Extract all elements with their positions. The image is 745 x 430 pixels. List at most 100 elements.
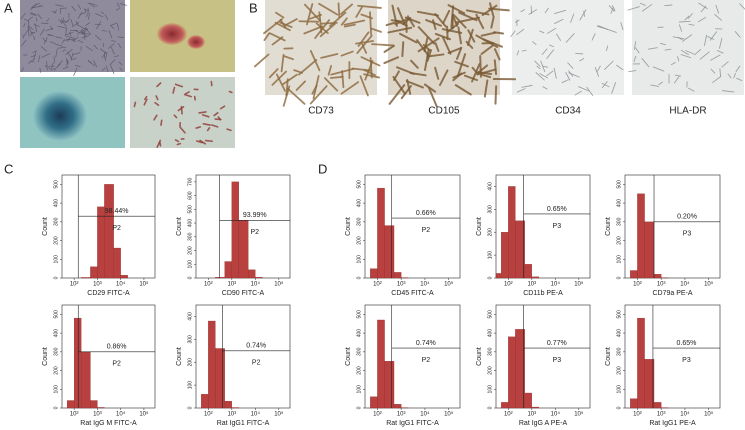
cell: [40, 45, 48, 52]
cell: [556, 33, 561, 41]
y-tick-label: 200: [487, 228, 493, 237]
gate-name: P3: [682, 357, 691, 364]
cell: [608, 5, 615, 12]
histogram-bar: [377, 187, 385, 279]
cell: [57, 46, 67, 49]
x-axis-label: CD79a PE-A: [652, 290, 692, 297]
cell: [45, 37, 48, 43]
cell: [202, 123, 211, 126]
cell: [28, 26, 34, 31]
cell: [21, 67, 24, 73]
cell: [55, 4, 64, 7]
cell: [176, 142, 182, 146]
cell: [118, 61, 123, 66]
y-axis-label: Count: [476, 347, 483, 366]
x-tick-label: 10⁴: [551, 411, 561, 418]
cell: [721, 90, 735, 93]
cell: [579, 58, 585, 62]
cell: [36, 17, 38, 22]
cell: [102, 29, 107, 32]
cell: [678, 20, 691, 23]
plot-frame: [61, 304, 156, 409]
histogram-bar: [215, 277, 225, 279]
cell: [62, 17, 65, 22]
y-tick-label: 400: [487, 329, 493, 338]
cell: [616, 64, 624, 71]
cell: [369, 57, 373, 79]
cell: [77, 12, 83, 19]
cell: [446, 22, 460, 34]
histogram-bar: [501, 402, 509, 409]
cell: [304, 3, 321, 22]
cell: [55, 36, 63, 39]
cell: [59, 7, 67, 9]
cell: [73, 67, 78, 77]
cell: [318, 2, 339, 16]
cell: [80, 31, 90, 35]
histogram-bar: [393, 272, 402, 279]
cell: [542, 65, 549, 68]
cell: [369, 11, 372, 36]
cell: [567, 62, 574, 69]
panel-label: B: [249, 0, 258, 15]
y-tick-label: 100: [616, 255, 622, 264]
plot-frame: [364, 174, 461, 279]
cell: [611, 82, 616, 94]
y-tick-label: 300: [356, 347, 362, 356]
y-tick-label: 200: [616, 236, 622, 245]
cell: [532, 41, 537, 46]
cell: [710, 54, 721, 61]
y-tick-label: 200: [616, 366, 622, 375]
plot-frame: [624, 304, 721, 409]
cell: [601, 82, 610, 88]
cell: [31, 5, 41, 9]
y-tick-label: 100: [616, 385, 622, 394]
y-tick-label: 0: [616, 276, 622, 279]
cell: [101, 67, 106, 72]
cell: [698, 2, 708, 10]
cell: [180, 105, 183, 115]
cell: [33, 35, 36, 41]
cell: [66, 36, 76, 39]
cell: [46, 18, 50, 22]
histogram-bar: [495, 273, 502, 279]
cell: [356, 34, 373, 54]
cell: [116, 2, 121, 8]
cell: [54, 9, 58, 14]
x-tick-label: 10²: [504, 412, 513, 418]
cell: [311, 84, 318, 95]
caption: CD73: [308, 106, 334, 117]
micrograph: [632, 0, 744, 95]
cell: [71, 6, 77, 12]
cell: [719, 38, 723, 49]
cell: [110, 46, 115, 55]
cell: [416, 10, 440, 17]
micrographs: [20, 0, 745, 148]
cell: [521, 84, 533, 88]
x-tick-label: 10²: [633, 282, 642, 288]
panel-label: A: [4, 0, 13, 15]
cell: [298, 59, 318, 76]
x-tick-label: 10²: [373, 282, 382, 288]
histogram-bar: [393, 404, 402, 409]
cell: [84, 8, 87, 13]
cell: [699, 51, 710, 60]
cell: [93, 44, 98, 50]
y-tick-label: 600: [187, 191, 193, 200]
cell: [438, 69, 449, 87]
cell: [47, 34, 52, 37]
cell: [428, 87, 438, 107]
cell: [117, 24, 120, 31]
x-axis-label: Rat IgG1 PE-A: [649, 420, 696, 427]
cell: [42, 37, 45, 41]
cell: [735, 65, 741, 73]
gate-name: P2: [422, 357, 431, 364]
cell: [480, 31, 497, 37]
y-tick-label: 100: [356, 385, 362, 394]
cell: [733, 72, 736, 79]
histogram-bar: [231, 181, 240, 279]
cell: [70, 19, 74, 26]
cell: [174, 83, 184, 88]
x-tick-label: 10⁴: [551, 281, 561, 288]
